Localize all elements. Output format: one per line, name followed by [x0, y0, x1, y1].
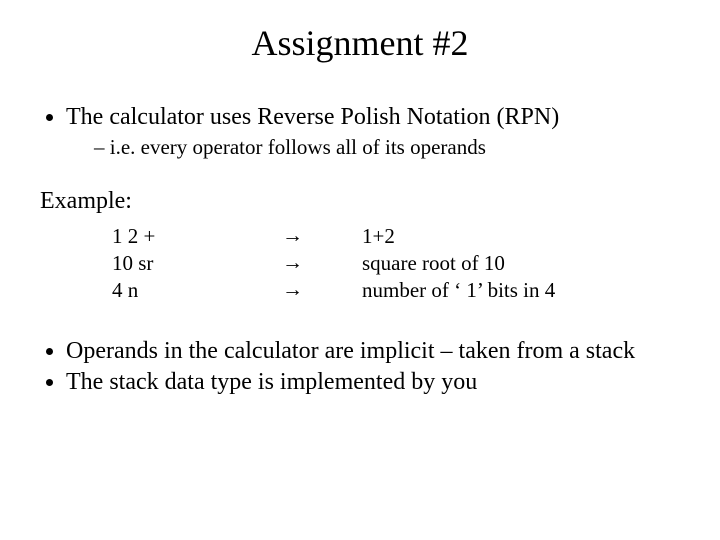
example-row: 10 sr → square root of 10	[112, 250, 555, 277]
arrow-icon: →	[282, 277, 362, 304]
bullet-rpn-sub-text: i.e. every operator follows all of its o…	[94, 135, 680, 160]
arrow-icon: →	[282, 223, 362, 250]
slide-title: Assignment #2	[0, 0, 720, 74]
bullet-stack: The stack data type is implemented by yo…	[66, 369, 680, 396]
bullet-rpn-sub: i.e. every operator follows all of its o…	[66, 135, 680, 160]
example-desc: number of ‘ 1’ bits in 4	[362, 277, 555, 304]
example-desc: 1+2	[362, 223, 555, 250]
slide-body: The calculator uses Reverse Polish Notat…	[0, 74, 720, 396]
example-table: 1 2 + → 1+2 10 sr → square root of 10 4 …	[112, 223, 555, 304]
slide: Assignment #2 The calculator uses Revers…	[0, 0, 720, 540]
bullet-list-1: The calculator uses Reverse Polish Notat…	[40, 104, 680, 160]
example-row: 1 2 + → 1+2	[112, 223, 555, 250]
example-rpn: 10 sr	[112, 250, 282, 277]
arrow-icon: →	[282, 250, 362, 277]
example-rpn: 1 2 +	[112, 223, 282, 250]
bullet-rpn-text: The calculator uses Reverse Polish Notat…	[66, 104, 559, 130]
example-rpn: 4 n	[112, 277, 282, 304]
example-row: 4 n → number of ‘ 1’ bits in 4	[112, 277, 555, 304]
bullet-list-2: Operands in the calculator are implicit …	[40, 338, 680, 396]
example-label: Example:	[40, 188, 680, 215]
example-desc: square root of 10	[362, 250, 555, 277]
bullet-rpn: The calculator uses Reverse Polish Notat…	[66, 104, 680, 160]
bullet-implicit: Operands in the calculator are implicit …	[66, 338, 680, 365]
